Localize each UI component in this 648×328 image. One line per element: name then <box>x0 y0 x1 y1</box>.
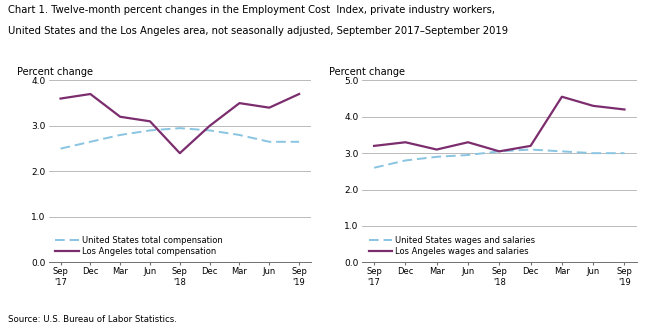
Text: Percent change: Percent change <box>329 67 404 77</box>
Legend: United States wages and salaries, Los Angeles wages and salaries: United States wages and salaries, Los An… <box>369 236 535 256</box>
Text: Percent change: Percent change <box>17 67 93 77</box>
Text: Chart 1. Twelve-month percent changes in the Employment Cost  Index, private ind: Chart 1. Twelve-month percent changes in… <box>8 5 495 15</box>
Text: Source: U.S. Bureau of Labor Statistics.: Source: U.S. Bureau of Labor Statistics. <box>8 315 177 324</box>
Text: United States and the Los Angeles area, not seasonally adjusted, September 2017–: United States and the Los Angeles area, … <box>8 26 508 36</box>
Legend: United States total compensation, Los Angeles total compensation: United States total compensation, Los An… <box>55 236 223 256</box>
